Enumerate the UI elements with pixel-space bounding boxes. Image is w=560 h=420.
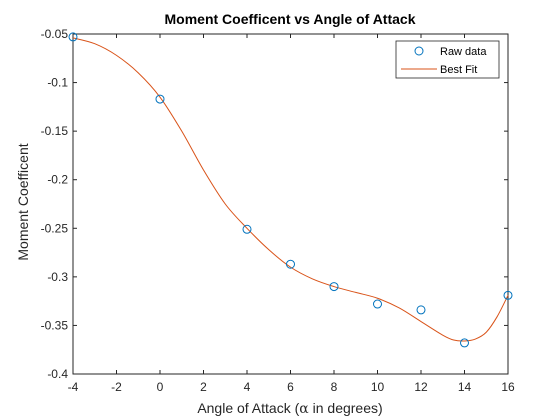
y-tick-label: -0.3 [47,270,68,284]
x-tick-label: 16 [501,380,515,394]
legend-label-best-fit: Best Fit [440,64,477,76]
y-tick-label: -0.2 [47,173,68,187]
legend-label-raw-data: Raw data [440,46,487,58]
y-tick-label: -0.15 [41,124,69,138]
y-tick-label: -0.35 [41,318,69,332]
x-tick-label: 2 [200,380,207,394]
x-tick-label: 0 [157,380,164,394]
axes-box [73,34,508,374]
x-tick-label: 4 [244,380,251,394]
x-tick-label: -4 [68,380,79,394]
x-tick-label: 12 [414,380,428,394]
x-tick-label: 6 [287,380,294,394]
x-tick-label: 14 [458,380,472,394]
y-tick-label: -0.25 [41,221,69,235]
chart-title: Moment Coefficent vs Angle of Attack [165,11,416,27]
x-axis-label: Angle of Attack (α in degrees) [197,400,382,417]
x-axis-label-prefix: Angle of Attack ( [197,400,299,416]
y-tick-label: -0.1 [47,76,68,90]
x-tick-label: -2 [111,380,122,394]
y-tick-label: -0.05 [41,27,69,41]
y-axis-label: Moment Coefficent [15,143,31,260]
x-axis-label-suffix: in degrees) [309,400,383,416]
x-tick-label: 10 [371,380,385,394]
x-tick-label: 8 [331,380,338,394]
plot-area [73,34,508,374]
y-tick-label: -0.4 [47,367,68,381]
legend: Raw data Best Fit [396,41,499,78]
